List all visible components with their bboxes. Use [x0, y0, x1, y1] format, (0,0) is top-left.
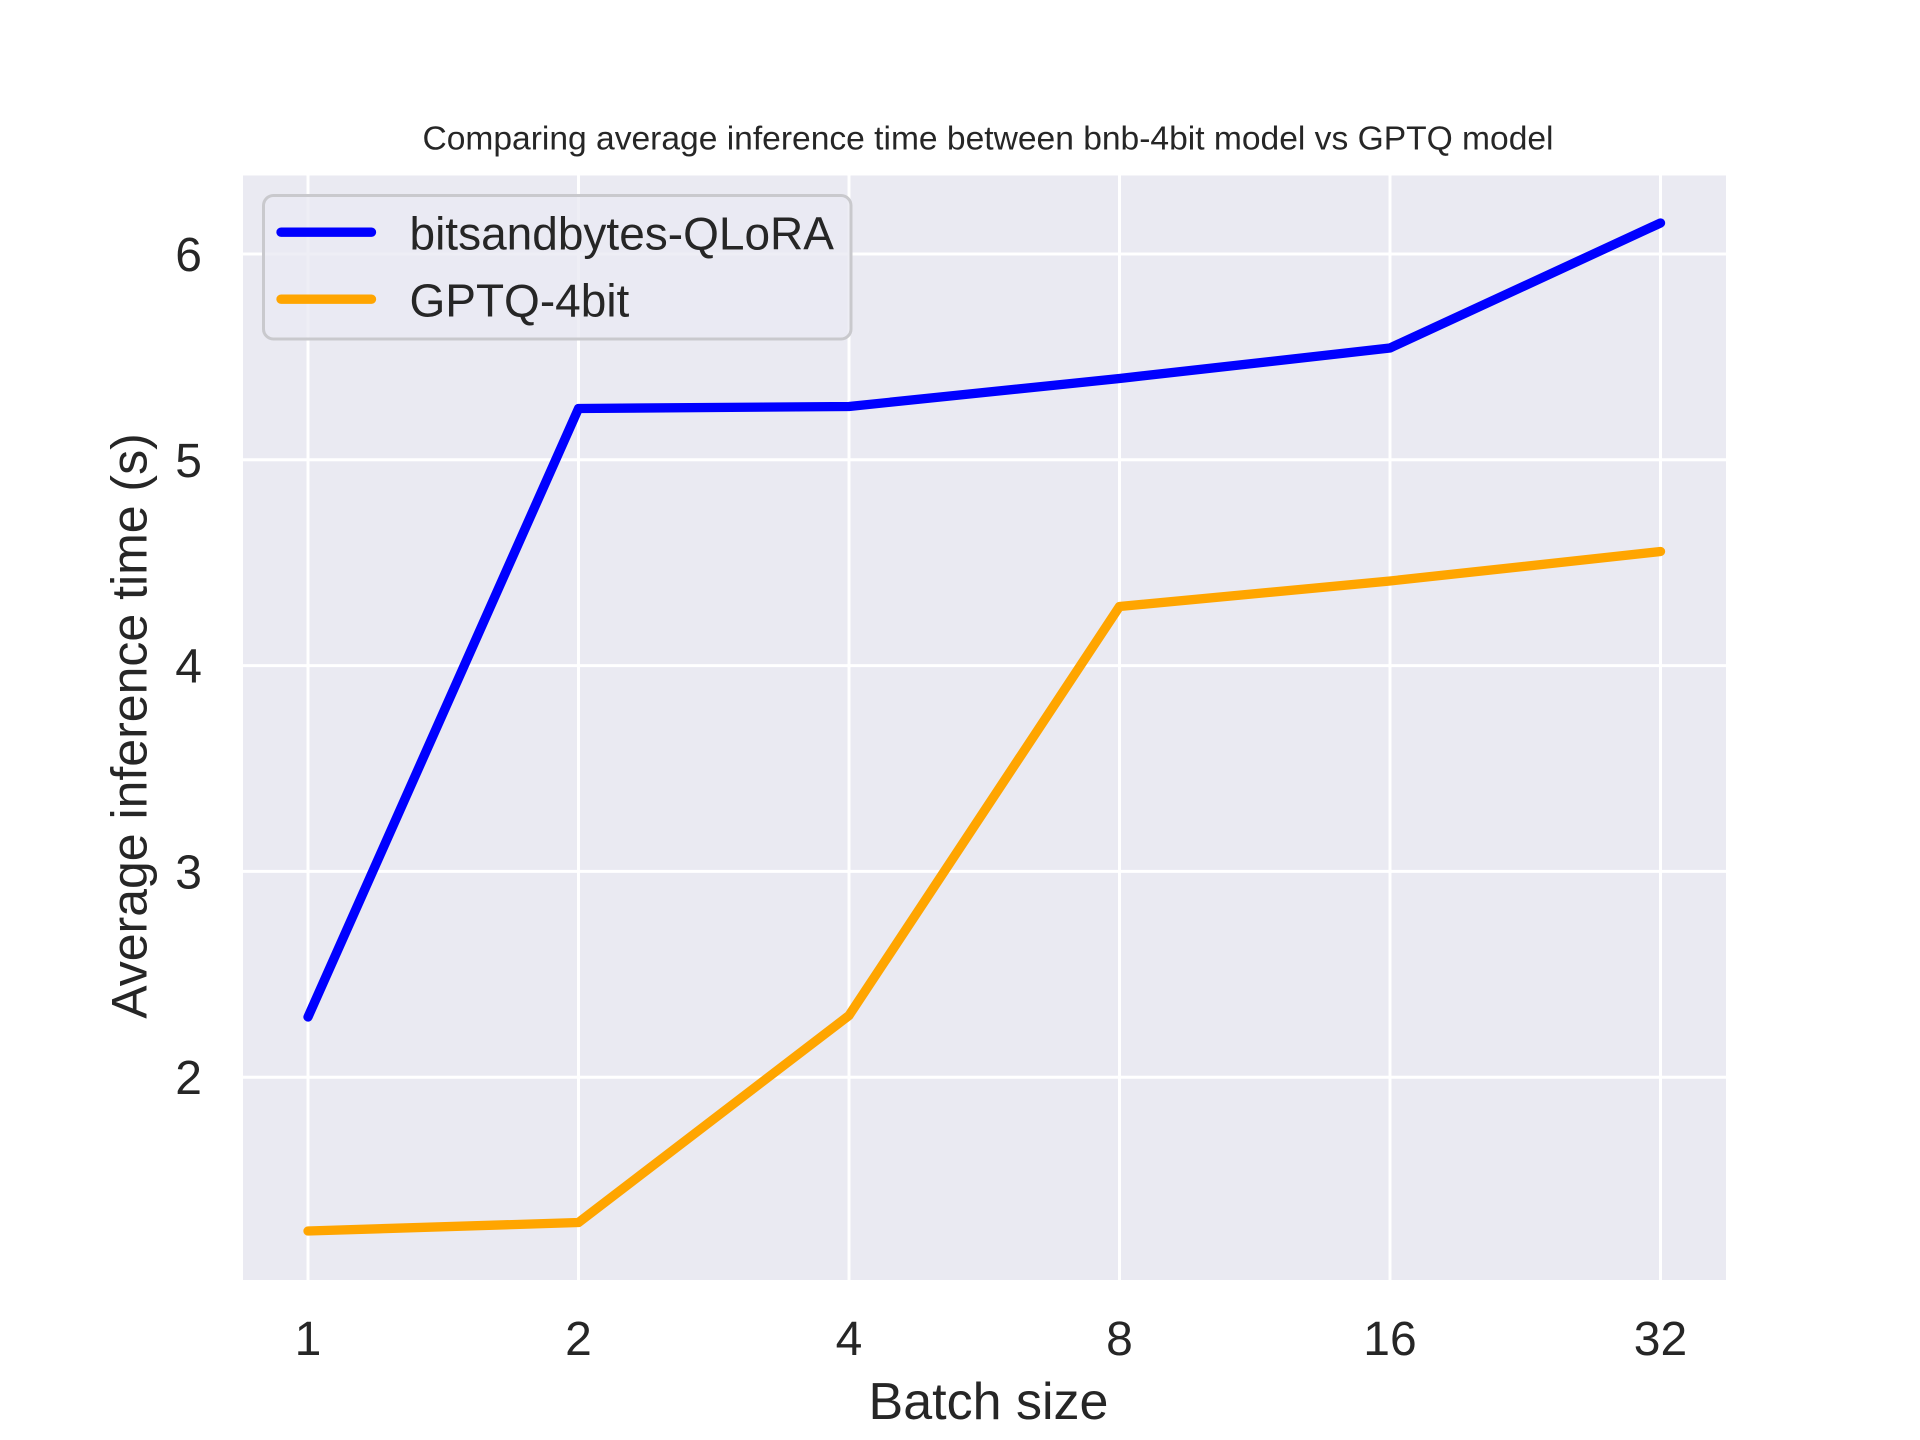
svg-text:5: 5: [175, 435, 202, 488]
svg-text:Comparing average inference ti: Comparing average inference time between…: [422, 121, 1553, 158]
svg-text:2: 2: [565, 1313, 592, 1366]
svg-text:3: 3: [175, 846, 202, 899]
svg-text:1: 1: [295, 1313, 322, 1366]
svg-text:6: 6: [175, 229, 202, 282]
svg-text:4: 4: [836, 1313, 863, 1366]
svg-text:16: 16: [1363, 1313, 1416, 1366]
svg-text:bitsandbytes-QLoRA: bitsandbytes-QLoRA: [410, 207, 835, 259]
svg-text:32: 32: [1634, 1313, 1687, 1366]
svg-text:GPTQ-4bit: GPTQ-4bit: [410, 274, 630, 326]
svg-text:2: 2: [175, 1052, 202, 1105]
svg-text:8: 8: [1106, 1313, 1133, 1366]
svg-text:Batch size: Batch size: [869, 1373, 1109, 1431]
svg-text:4: 4: [175, 641, 202, 694]
svg-text:Average inference time (s): Average inference time (s): [102, 433, 158, 1018]
